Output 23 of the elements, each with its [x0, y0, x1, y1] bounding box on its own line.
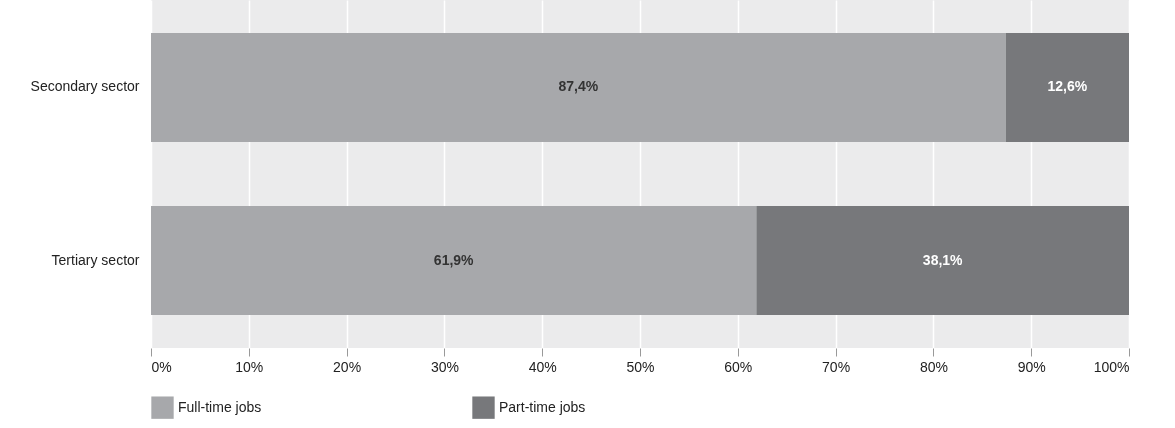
x-tick-label: 90%	[1017, 358, 1046, 375]
x-tick-label: 30%	[430, 358, 459, 375]
y-tick-label: Tertiary sector	[51, 251, 140, 268]
bar	[151, 32, 1006, 142]
x-tick-label: 100%	[1093, 358, 1130, 375]
y-tick-label: Secondary sector	[30, 78, 140, 95]
bar	[1005, 32, 1129, 142]
data-label: 38,1%	[922, 251, 964, 268]
bar	[151, 206, 757, 316]
x-tick-label: 20%	[333, 358, 362, 375]
x-tick-label: 40%	[528, 358, 557, 375]
bar	[756, 206, 1129, 316]
data-label: 87,4%	[558, 78, 599, 95]
legend-label: Full-time jobs	[178, 398, 262, 415]
data-label: 12,6%	[1047, 78, 1088, 95]
x-tick-label: 70%	[822, 358, 851, 375]
data-label: 61,9%	[433, 251, 475, 268]
x-tick-label: 10%	[235, 358, 264, 375]
legend-label: Part-time jobs	[499, 398, 586, 415]
x-tick-label: 80%	[919, 358, 948, 375]
x-tick-label: 60%	[724, 358, 753, 375]
x-tick-label: 50%	[626, 358, 655, 375]
x-tick-label: 0%	[151, 358, 172, 375]
